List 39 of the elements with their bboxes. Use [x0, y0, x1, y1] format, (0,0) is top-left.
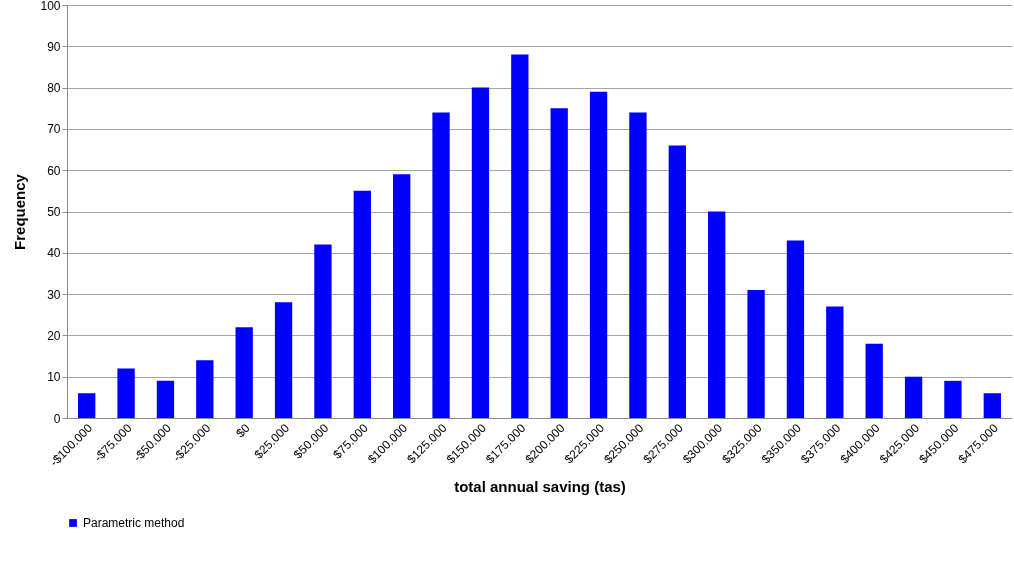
- bar: [589, 91, 608, 418]
- y-tick-label: 20: [47, 328, 61, 343]
- bar: [432, 112, 450, 418]
- bar: [826, 306, 844, 418]
- bar: [747, 289, 765, 418]
- y-tick-label: 100: [40, 0, 61, 13]
- y-tick-label: 0: [53, 411, 61, 426]
- x-tick-label: $0: [233, 420, 253, 441]
- bar: [314, 244, 332, 418]
- bar: [471, 87, 490, 418]
- bar: [944, 380, 962, 418]
- bar: [78, 393, 96, 418]
- bar: [353, 190, 371, 418]
- y-axis-title: Frequency: [11, 173, 29, 250]
- bar: [865, 343, 883, 418]
- bar: [393, 174, 411, 418]
- bar: [904, 376, 923, 418]
- bar: [550, 108, 568, 418]
- y-tick-label: 80: [47, 81, 61, 96]
- y-tick-label: 30: [47, 287, 61, 302]
- y-tick-label: 90: [47, 39, 61, 54]
- bar: [629, 112, 647, 418]
- bar: [274, 302, 293, 418]
- y-tick-label: 70: [47, 122, 61, 137]
- bar: [983, 393, 1001, 418]
- bar: [196, 360, 214, 418]
- bar: [511, 54, 529, 418]
- bar: [668, 145, 686, 418]
- y-tick-label: 50: [47, 205, 61, 219]
- x-axis-title: total annual saving (tas): [454, 478, 626, 496]
- bar: [708, 211, 726, 418]
- y-tick-label: 40: [47, 246, 61, 261]
- bar: [156, 380, 175, 418]
- legend-label: Parametric method: [83, 516, 185, 530]
- y-tick-label: 10: [47, 370, 61, 385]
- bar: [235, 327, 253, 418]
- bar: [786, 240, 805, 418]
- bar: [117, 368, 135, 418]
- y-tick-label: 60: [47, 163, 61, 178]
